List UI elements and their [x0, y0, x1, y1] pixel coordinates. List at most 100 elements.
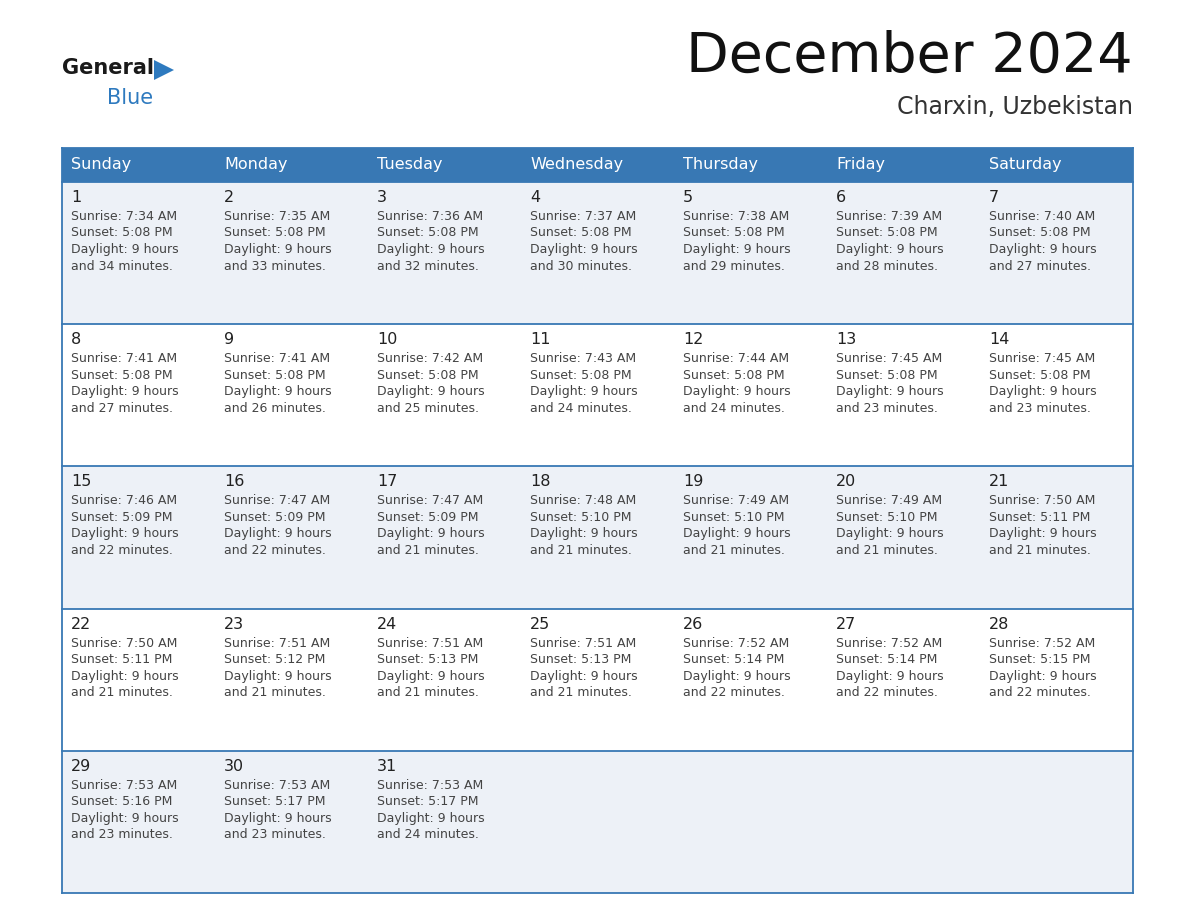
- Text: Daylight: 9 hours: Daylight: 9 hours: [225, 243, 331, 256]
- Bar: [980, 148, 1133, 182]
- Text: Sunset: 5:08 PM: Sunset: 5:08 PM: [836, 369, 937, 382]
- Text: Sunset: 5:09 PM: Sunset: 5:09 PM: [225, 511, 326, 524]
- Text: Sunset: 5:10 PM: Sunset: 5:10 PM: [683, 511, 784, 524]
- Text: Sunset: 5:10 PM: Sunset: 5:10 PM: [530, 511, 632, 524]
- Text: Daylight: 9 hours: Daylight: 9 hours: [225, 812, 331, 824]
- Text: Sunrise: 7:52 AM: Sunrise: 7:52 AM: [683, 636, 789, 650]
- Text: Daylight: 9 hours: Daylight: 9 hours: [683, 669, 791, 683]
- Text: 14: 14: [988, 332, 1010, 347]
- Text: Sunrise: 7:38 AM: Sunrise: 7:38 AM: [683, 210, 789, 223]
- Text: and 25 minutes.: and 25 minutes.: [377, 402, 479, 415]
- Bar: [368, 148, 522, 182]
- Text: Sunrise: 7:36 AM: Sunrise: 7:36 AM: [377, 210, 484, 223]
- Bar: [62, 609, 1133, 751]
- Text: 10: 10: [377, 332, 397, 347]
- Bar: [62, 182, 1133, 324]
- Text: Daylight: 9 hours: Daylight: 9 hours: [988, 528, 1097, 541]
- Text: Daylight: 9 hours: Daylight: 9 hours: [836, 528, 943, 541]
- Text: Daylight: 9 hours: Daylight: 9 hours: [377, 812, 485, 824]
- Text: and 27 minutes.: and 27 minutes.: [71, 402, 173, 415]
- Text: Sunrise: 7:40 AM: Sunrise: 7:40 AM: [988, 210, 1095, 223]
- Text: and 27 minutes.: and 27 minutes.: [988, 260, 1091, 273]
- Text: Sunrise: 7:41 AM: Sunrise: 7:41 AM: [71, 353, 177, 365]
- Text: Sunset: 5:08 PM: Sunset: 5:08 PM: [683, 227, 784, 240]
- Text: Charxin, Uzbekistan: Charxin, Uzbekistan: [897, 95, 1133, 119]
- Text: Sunset: 5:09 PM: Sunset: 5:09 PM: [71, 511, 172, 524]
- Text: and 29 minutes.: and 29 minutes.: [683, 260, 785, 273]
- Text: 2: 2: [225, 190, 234, 205]
- Text: Daylight: 9 hours: Daylight: 9 hours: [530, 386, 638, 398]
- Text: Sunset: 5:08 PM: Sunset: 5:08 PM: [683, 369, 784, 382]
- Text: 7: 7: [988, 190, 999, 205]
- Text: Sunrise: 7:51 AM: Sunrise: 7:51 AM: [530, 636, 637, 650]
- Text: 4: 4: [530, 190, 541, 205]
- Text: Blue: Blue: [107, 88, 153, 108]
- Text: 11: 11: [530, 332, 550, 347]
- Text: Sunrise: 7:53 AM: Sunrise: 7:53 AM: [377, 778, 484, 792]
- Text: Daylight: 9 hours: Daylight: 9 hours: [71, 528, 178, 541]
- Text: 31: 31: [377, 759, 397, 774]
- Text: Daylight: 9 hours: Daylight: 9 hours: [377, 528, 485, 541]
- Text: Daylight: 9 hours: Daylight: 9 hours: [530, 243, 638, 256]
- Text: Sunset: 5:08 PM: Sunset: 5:08 PM: [225, 369, 326, 382]
- Text: 18: 18: [530, 475, 550, 489]
- Bar: [215, 148, 368, 182]
- Text: Sunrise: 7:50 AM: Sunrise: 7:50 AM: [71, 636, 177, 650]
- Text: Sunset: 5:08 PM: Sunset: 5:08 PM: [377, 369, 479, 382]
- Bar: [62, 751, 1133, 893]
- Text: 3: 3: [377, 190, 387, 205]
- Text: Sunrise: 7:42 AM: Sunrise: 7:42 AM: [377, 353, 484, 365]
- Text: Sunrise: 7:48 AM: Sunrise: 7:48 AM: [530, 495, 637, 508]
- Text: Sunday: Sunday: [71, 158, 131, 173]
- Bar: [674, 148, 827, 182]
- Text: Monday: Monday: [225, 158, 287, 173]
- Text: and 23 minutes.: and 23 minutes.: [988, 402, 1091, 415]
- Text: Sunset: 5:17 PM: Sunset: 5:17 PM: [225, 795, 326, 809]
- Text: and 21 minutes.: and 21 minutes.: [225, 686, 326, 700]
- Text: Daylight: 9 hours: Daylight: 9 hours: [683, 386, 791, 398]
- Text: and 21 minutes.: and 21 minutes.: [530, 686, 632, 700]
- Text: and 21 minutes.: and 21 minutes.: [377, 686, 479, 700]
- Text: and 22 minutes.: and 22 minutes.: [836, 686, 937, 700]
- Text: Saturday: Saturday: [988, 158, 1062, 173]
- Text: Daylight: 9 hours: Daylight: 9 hours: [377, 669, 485, 683]
- Bar: [827, 148, 980, 182]
- Text: 21: 21: [988, 475, 1010, 489]
- Text: Daylight: 9 hours: Daylight: 9 hours: [71, 812, 178, 824]
- Text: Daylight: 9 hours: Daylight: 9 hours: [530, 669, 638, 683]
- Text: 19: 19: [683, 475, 703, 489]
- Text: and 21 minutes.: and 21 minutes.: [71, 686, 173, 700]
- Text: Sunrise: 7:53 AM: Sunrise: 7:53 AM: [225, 778, 330, 792]
- Text: Sunset: 5:08 PM: Sunset: 5:08 PM: [530, 227, 632, 240]
- Text: and 21 minutes.: and 21 minutes.: [683, 543, 785, 557]
- Text: Sunrise: 7:37 AM: Sunrise: 7:37 AM: [530, 210, 637, 223]
- Text: and 22 minutes.: and 22 minutes.: [71, 543, 173, 557]
- Text: Daylight: 9 hours: Daylight: 9 hours: [836, 669, 943, 683]
- Text: Daylight: 9 hours: Daylight: 9 hours: [377, 386, 485, 398]
- Text: Sunset: 5:15 PM: Sunset: 5:15 PM: [988, 653, 1091, 666]
- Text: Sunset: 5:13 PM: Sunset: 5:13 PM: [377, 653, 479, 666]
- Text: and 24 minutes.: and 24 minutes.: [530, 402, 632, 415]
- Text: Sunrise: 7:41 AM: Sunrise: 7:41 AM: [225, 353, 330, 365]
- Text: Wednesday: Wednesday: [530, 158, 624, 173]
- Text: Sunrise: 7:53 AM: Sunrise: 7:53 AM: [71, 778, 177, 792]
- Text: Sunset: 5:17 PM: Sunset: 5:17 PM: [377, 795, 479, 809]
- Text: 25: 25: [530, 617, 550, 632]
- Text: Daylight: 9 hours: Daylight: 9 hours: [225, 386, 331, 398]
- Text: Sunset: 5:11 PM: Sunset: 5:11 PM: [71, 653, 172, 666]
- Text: Sunset: 5:13 PM: Sunset: 5:13 PM: [530, 653, 631, 666]
- Text: Daylight: 9 hours: Daylight: 9 hours: [71, 243, 178, 256]
- Text: and 21 minutes.: and 21 minutes.: [530, 543, 632, 557]
- Text: 5: 5: [683, 190, 693, 205]
- Text: and 23 minutes.: and 23 minutes.: [225, 828, 326, 841]
- Text: Sunset: 5:08 PM: Sunset: 5:08 PM: [988, 369, 1091, 382]
- Text: Sunrise: 7:46 AM: Sunrise: 7:46 AM: [71, 495, 177, 508]
- Text: Sunrise: 7:35 AM: Sunrise: 7:35 AM: [225, 210, 330, 223]
- Text: 8: 8: [71, 332, 81, 347]
- Text: Daylight: 9 hours: Daylight: 9 hours: [683, 243, 791, 256]
- Text: Sunrise: 7:47 AM: Sunrise: 7:47 AM: [225, 495, 330, 508]
- Text: Daylight: 9 hours: Daylight: 9 hours: [225, 528, 331, 541]
- Text: Sunset: 5:16 PM: Sunset: 5:16 PM: [71, 795, 172, 809]
- Text: Sunset: 5:08 PM: Sunset: 5:08 PM: [71, 369, 172, 382]
- Text: Thursday: Thursday: [683, 158, 758, 173]
